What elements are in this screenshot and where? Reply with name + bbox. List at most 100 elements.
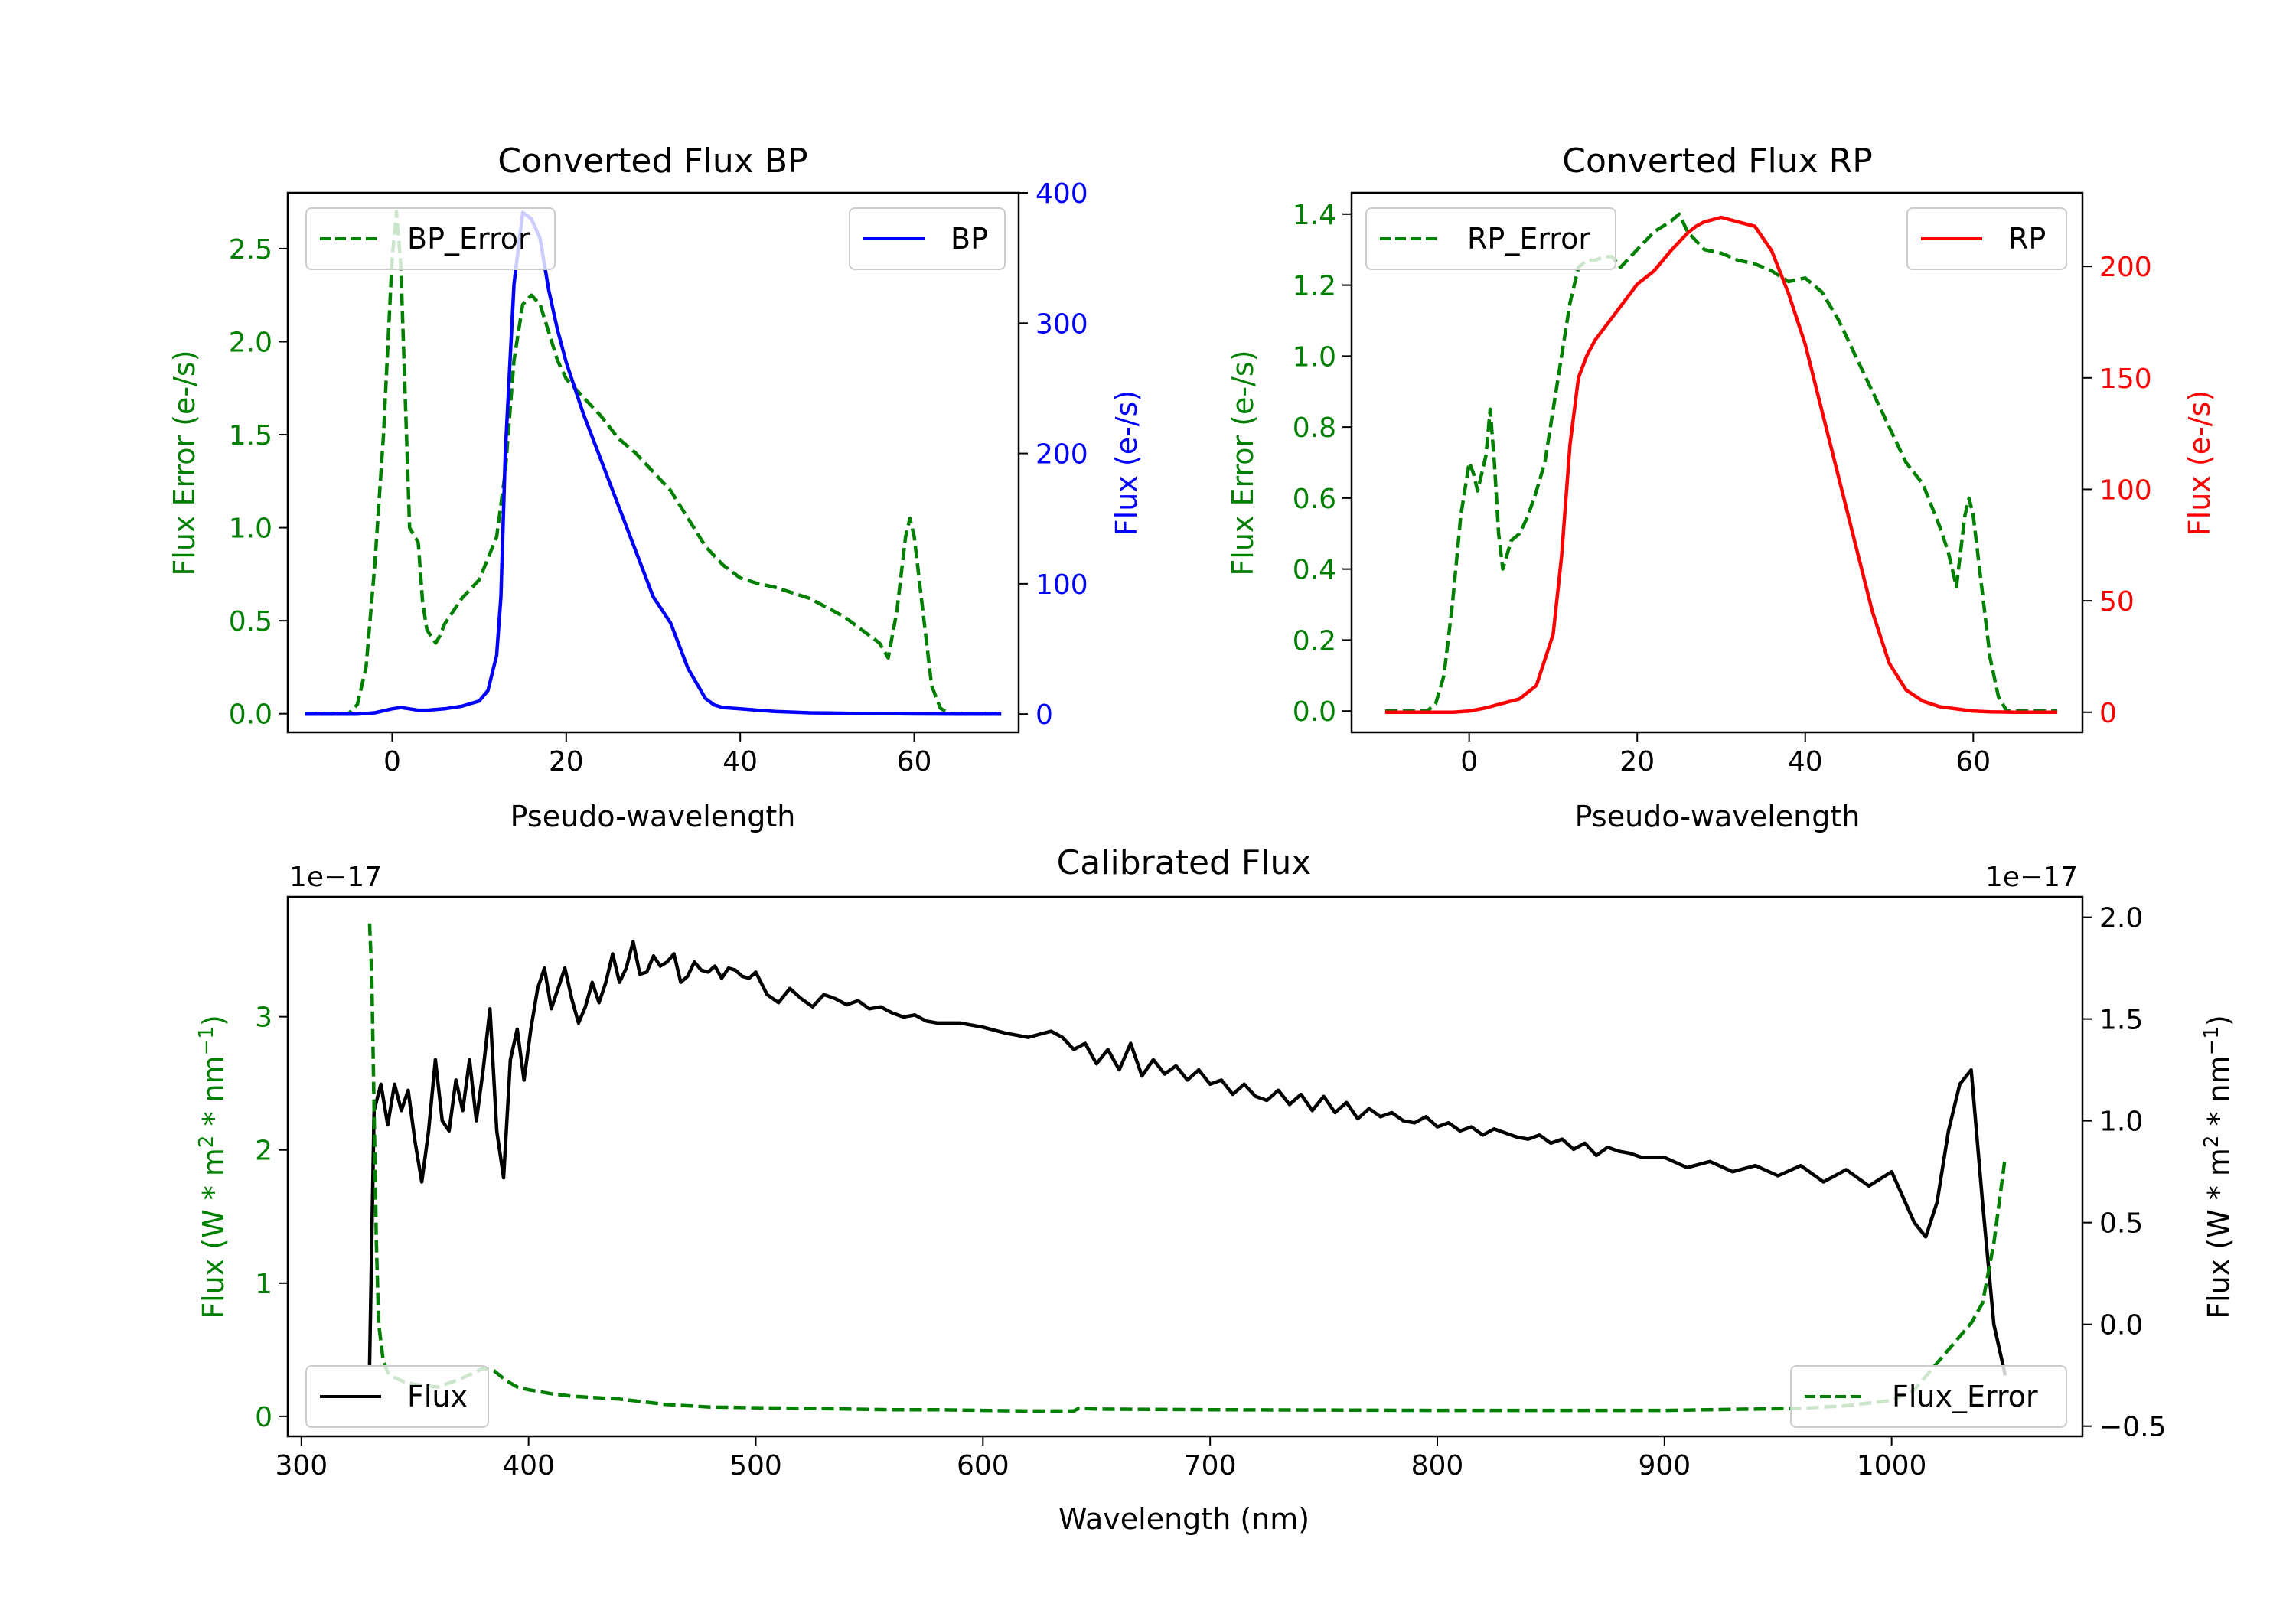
ylabel-part: * nm (2202, 1055, 2236, 1135)
y-left-tick-label: 1 (255, 1269, 272, 1300)
y-right-tick-label: 50 (2099, 586, 2135, 618)
cal-y-left-axis-label: Flux (W * m2 * nm−1) (195, 1015, 230, 1319)
y-left-tick-label: 1.5 (229, 420, 272, 451)
bp-plot-content (305, 210, 1002, 716)
rp-panel: Converted Flux RP 0 20 40 60 0.00.20.40.60.… (1226, 142, 2216, 833)
x-tick-label: 40 (722, 746, 758, 777)
x-tick-label: 300 (275, 1450, 328, 1482)
rp-plot-content (1384, 212, 2058, 715)
cal-axes-frame (286, 895, 2084, 1438)
y-right-tick-label: 150 (2099, 363, 2152, 395)
ylabel-sup: −1 (2200, 1026, 2223, 1055)
bp-title: Converted Flux BP (497, 142, 807, 181)
y-right-tick-label: 0 (1035, 699, 1053, 731)
cal-offset-left: 1e−17 (289, 862, 382, 893)
y-left-tick-label: 1.4 (1293, 200, 1336, 231)
ylabel-part: * nm (197, 1055, 230, 1135)
y-right-tick-label: 100 (2099, 474, 2152, 506)
rp-x-axis-label: Pseudo-wavelength (1575, 800, 1861, 833)
bp-y-right-ticks: 0 100 200 300 400 (1019, 178, 1088, 731)
y-left-tick-label: 2.5 (229, 234, 272, 266)
y-right-tick-label: 100 (1035, 569, 1088, 601)
bp-y-right-axis-label: Flux (e-/s) (1110, 390, 1143, 536)
ylabel-part: ) (2202, 1015, 2236, 1026)
rp-legend-right: RP (1906, 207, 2067, 270)
series-line-rp (1384, 215, 2058, 715)
legend-label-flux: Flux (407, 1380, 468, 1413)
y-left-tick-label: 2.0 (229, 327, 272, 358)
legend-box (1790, 1365, 2067, 1428)
x-tick-label: 600 (957, 1450, 1009, 1482)
bp-y-left-ticks: 0.0 0.5 1.0 1.5 2.0 2.5 (229, 234, 288, 731)
y-right-tick-label: 0.0 (2099, 1310, 2143, 1341)
ylabel-part: ) (197, 1015, 230, 1026)
rp-legend-left: RP_Error (1365, 207, 1616, 270)
rp-title: Converted Flux RP (1562, 142, 1873, 181)
legend-label-flux-error: Flux_Error (1892, 1380, 2038, 1413)
y-left-tick-label: 0.8 (1293, 412, 1336, 444)
x-tick-label: 60 (1955, 746, 1991, 777)
rp-y-right-ticks: 0 50 100 150 200 (2082, 252, 2152, 729)
x-tick-label: 400 (502, 1450, 555, 1482)
cal-y-left-ticks: 0 1 2 3 (255, 1002, 288, 1433)
ylabel-sup: −1 (195, 1026, 218, 1055)
x-tick-label: 20 (1619, 746, 1655, 777)
cal-x-ticks: 300 400 500 600 700 800 900 1000 (275, 1436, 1926, 1482)
y-left-tick-label: 1.2 (1293, 271, 1336, 302)
ylabel-part: Flux (W * m (2202, 1148, 2236, 1319)
y-left-tick-label: 0.5 (229, 606, 272, 637)
x-tick-label: 60 (897, 746, 932, 777)
y-left-tick-label: 0.0 (1293, 696, 1336, 728)
series-line-bp-error (305, 210, 1002, 715)
cal-y-right-ticks: −0.5 0.0 0.5 1.0 1.5 2.0 (2082, 903, 2166, 1443)
cal-x-axis-label: Wavelength (nm) (1058, 1502, 1309, 1536)
bp-x-axis-label: Pseudo-wavelength (510, 800, 796, 833)
legend-box (305, 1365, 489, 1428)
x-tick-label: 500 (729, 1450, 782, 1482)
y-left-tick-label: 3 (255, 1002, 272, 1034)
y-left-tick-label: 0.6 (1293, 484, 1336, 515)
series-line-flux (367, 940, 2007, 1376)
y-left-tick-label: 1.0 (229, 513, 272, 545)
y-right-tick-label: 1.5 (2099, 1005, 2143, 1036)
ylabel-part: Flux (W * m (197, 1148, 230, 1319)
y-right-tick-label: 200 (1035, 439, 1088, 471)
y-right-tick-label: 200 (2099, 252, 2152, 283)
x-tick-label: 0 (1460, 746, 1478, 777)
legend-label-bp-error: BP_Error (407, 222, 530, 256)
rp-y-left-ticks: 0.0 0.2 0.4 0.6 0.8 1.0 1.2 1.4 (1293, 200, 1352, 728)
legend-label-bp: BP (951, 222, 988, 256)
y-right-tick-label: 2.0 (2099, 903, 2143, 934)
x-tick-label: 20 (549, 746, 584, 777)
y-right-tick-label: 1.0 (2099, 1107, 2143, 1138)
y-left-tick-label: 2 (255, 1136, 272, 1167)
ylabel-sup: 2 (2200, 1136, 2223, 1149)
legend-label-rp-error: RP_Error (1467, 222, 1590, 256)
rp-y-left-axis-label: Flux Error (e-/s) (1226, 350, 1260, 575)
bp-y-left-axis-label: Flux Error (e-/s) (168, 350, 201, 575)
bp-panel: Converted Flux BP 0 20 40 60 0.0 0.5 1.0 1.5 2.… (168, 142, 1143, 833)
bp-axes-frame (286, 191, 1020, 734)
y-left-tick-label: 0.0 (229, 699, 272, 731)
cal-title: Calibrated Flux (1057, 843, 1312, 882)
x-tick-label: 700 (1184, 1450, 1237, 1482)
y-right-tick-label: 0.5 (2099, 1208, 2143, 1240)
rp-x-ticks: 0 20 40 60 (1460, 732, 1991, 777)
bp-legend-left: BP_Error (305, 207, 556, 270)
rp-y-right-axis-label: Flux (e-/s) (2183, 390, 2216, 536)
ylabel-sup: 2 (195, 1136, 218, 1149)
legend-box (1365, 207, 1616, 270)
series-line-bp (305, 210, 1002, 716)
calibrated-panel: Calibrated Flux 1e−17 1e−17 300 400 500 600… (195, 843, 2236, 1536)
rp-axes-frame (1350, 191, 2084, 734)
y-left-tick-label: 0 (255, 1402, 272, 1433)
legend-label-rp: RP (2008, 222, 2046, 256)
x-tick-label: 0 (383, 746, 401, 777)
x-tick-label: 800 (1411, 1450, 1464, 1482)
bp-x-ticks: 0 20 40 60 (383, 732, 932, 777)
cal-y-right-axis-label: Flux (W * m2 * nm−1) (2200, 1015, 2236, 1319)
x-tick-label: 900 (1638, 1450, 1691, 1482)
cal-legend-right: Flux_Error (1790, 1365, 2067, 1428)
y-left-tick-label: 0.4 (1293, 555, 1336, 586)
